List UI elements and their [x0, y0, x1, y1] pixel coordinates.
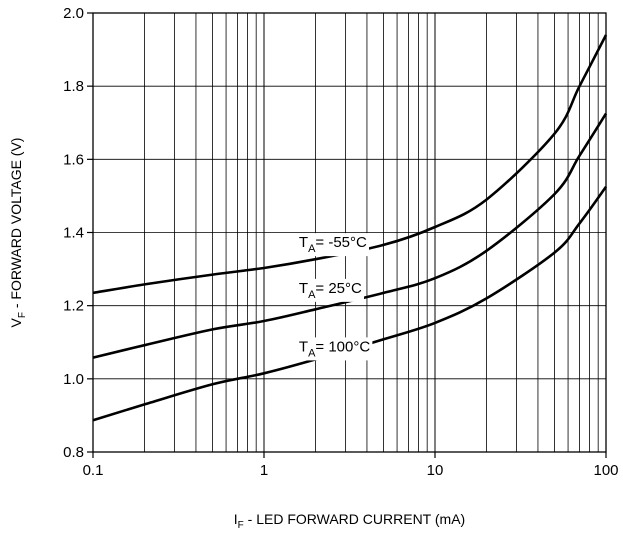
grid: [93, 13, 606, 452]
y-tick-labels: 0.8 1.0 1.2 1.4 1.6 1.8 2.0: [63, 5, 93, 461]
y-tick-label: 1.8: [63, 78, 84, 95]
series-label-3: TA= 100°C: [296, 337, 373, 361]
y-axis-title: VF - FORWARD VOLTAGE (V): [8, 138, 28, 328]
series-label-bg: [296, 337, 373, 361]
series-label-1: TA= -55°C: [296, 233, 370, 257]
series-line-1: [92, 34, 608, 295]
x-tick-label: 100: [593, 462, 618, 479]
x-tick-labels: 0.1 1 10 100: [83, 452, 619, 479]
curves: [92, 34, 608, 422]
y-tick-label: 1.6: [63, 151, 84, 168]
series-label-text: TA= -55°C: [299, 234, 367, 255]
y-tick-label: 0.8: [63, 444, 84, 461]
series-line-3: [92, 186, 608, 422]
series-label-2: TA= 25°C: [296, 278, 365, 302]
series-label-bg: [296, 233, 370, 257]
x-tick-label: 1: [260, 462, 268, 479]
x-axis-title: IF - LED FORWARD CURRENT (mA): [234, 511, 465, 531]
series-label-text: TA= 100°C: [299, 338, 370, 359]
series-line-2: [92, 112, 608, 359]
x-tick-label: 10: [427, 462, 444, 479]
x-tick-label: 0.1: [83, 462, 104, 479]
series-label-bg: [296, 278, 365, 302]
curve-labels: TA= -55°C TA= 25°C TA= 100°C: [296, 233, 373, 361]
y-tick-label: 2.0: [63, 5, 84, 22]
y-tick-label: 1.4: [63, 225, 84, 242]
series-label-text: TA= 25°C: [299, 280, 362, 301]
y-tick-label: 1.2: [63, 298, 84, 315]
y-tick-label: 1.0: [63, 371, 84, 388]
